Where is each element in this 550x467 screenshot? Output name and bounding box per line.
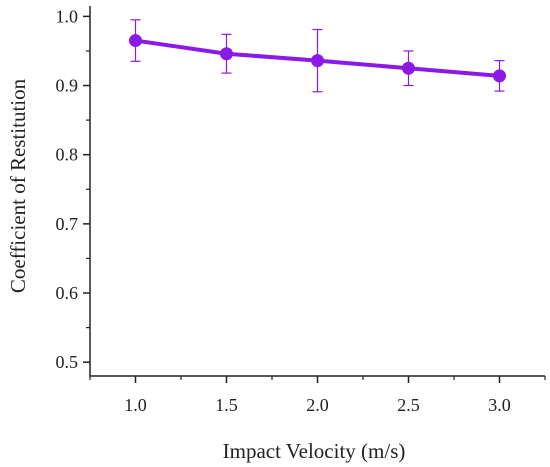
series [129, 34, 506, 83]
y-tick-label: 1.0 [56, 6, 79, 26]
x-tick-label: 3.0 [488, 395, 511, 415]
y-tick-label: 0.6 [56, 283, 79, 303]
data-point [311, 54, 324, 68]
data-point [220, 47, 233, 61]
x-tick-label: 1.5 [215, 395, 238, 415]
y-tick-label: 0.5 [56, 352, 79, 372]
x-tick-label: 2.5 [397, 395, 420, 415]
y-tick-label: 0.7 [56, 214, 79, 234]
x-ticks: 1.0 1.5 2.0 2.5 3.0 [89, 376, 546, 415]
y-ticks: 0.5 0.6 0.7 0.8 0.9 1.0 [56, 6, 90, 372]
y-axis-label: Coefficient of Restitution [6, 78, 30, 293]
x-axis-label: Impact Velocity (m/s) [223, 439, 406, 463]
x-tick-label: 2.0 [306, 395, 329, 415]
y-tick-label: 0.9 [56, 76, 79, 96]
data-point [402, 61, 415, 75]
x-tick-label: 1.0 [124, 395, 147, 415]
y-tick-label: 0.8 [56, 145, 79, 165]
data-point [493, 69, 506, 83]
data-point [129, 34, 142, 48]
